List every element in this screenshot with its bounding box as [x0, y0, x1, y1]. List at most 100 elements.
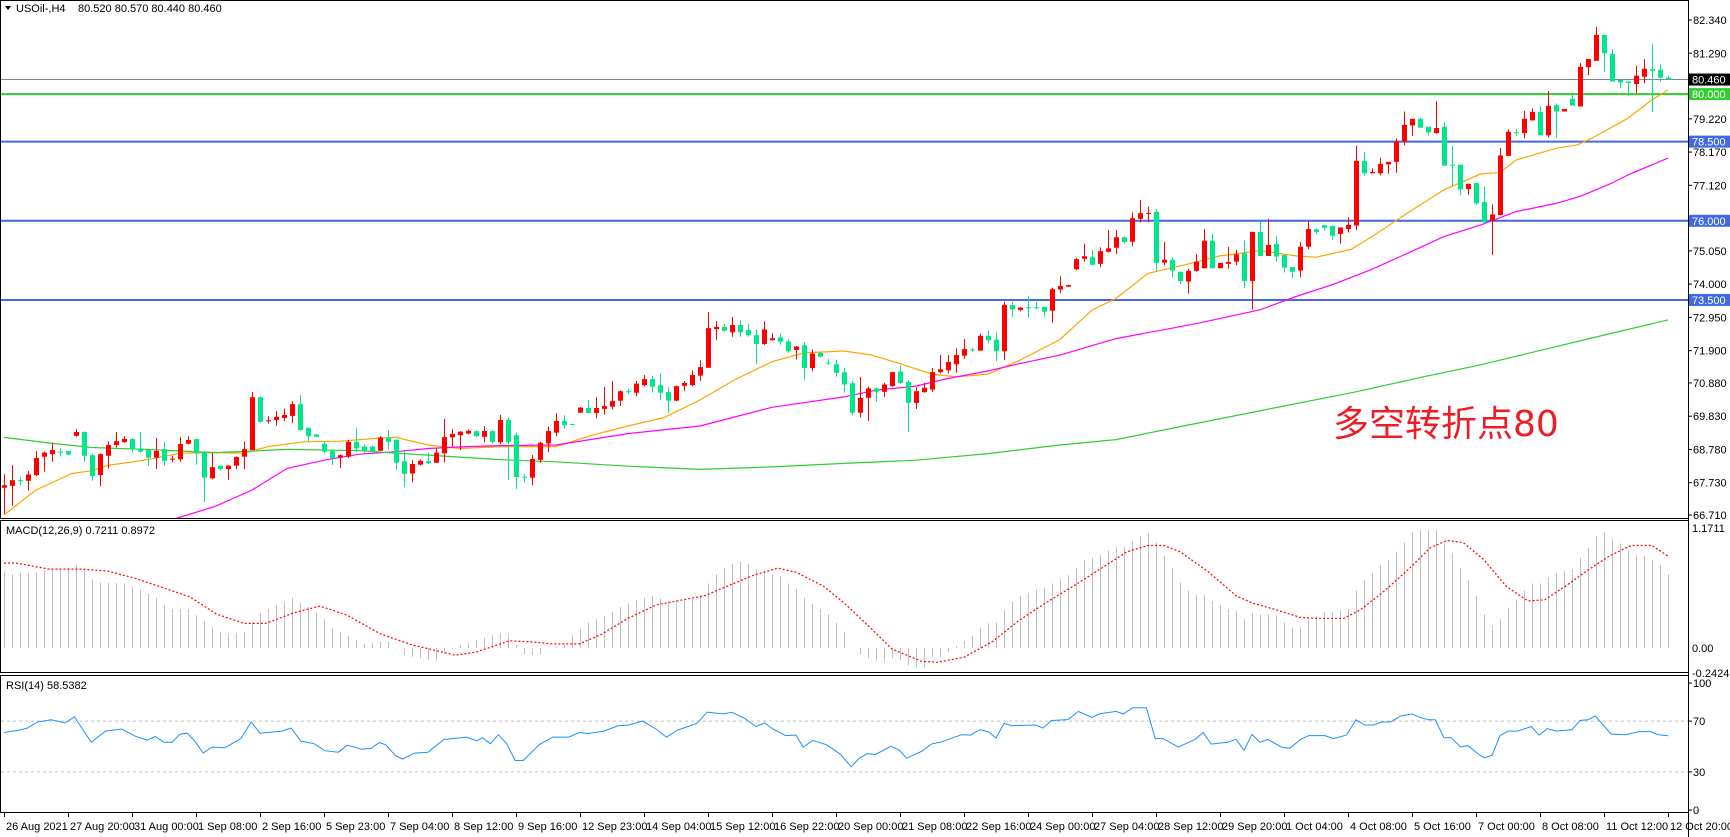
price-tick-label: 67.730	[1693, 478, 1727, 490]
candle	[1442, 121, 1447, 166]
candle-body	[154, 451, 159, 458]
candle-body	[682, 382, 687, 386]
candle	[74, 429, 79, 437]
candle	[1050, 287, 1055, 323]
rsi-tick-label: 70	[1693, 716, 1705, 728]
candle	[946, 355, 951, 374]
candle-body	[850, 383, 855, 413]
candle	[602, 387, 607, 415]
candle	[250, 392, 255, 451]
candle	[362, 444, 367, 454]
candle	[770, 333, 775, 341]
price-tick-label: 82.340	[1693, 15, 1727, 27]
candle	[178, 437, 183, 462]
candle-body	[90, 455, 95, 477]
candle	[1306, 221, 1311, 250]
candle-body	[474, 431, 479, 437]
candle	[538, 441, 543, 464]
candle	[1058, 276, 1063, 294]
time-tick-label: 29 Sep 20:00	[1222, 821, 1287, 833]
candle-body	[794, 346, 799, 350]
candle-body	[738, 324, 743, 333]
candle-body	[666, 392, 671, 401]
candle-body	[1530, 111, 1535, 121]
candle-body	[1090, 257, 1095, 265]
candle-body	[754, 335, 759, 344]
candle	[50, 442, 55, 462]
candle	[730, 316, 735, 337]
candle	[450, 428, 455, 447]
time-tick-label: 14 Sep 04:00	[646, 821, 711, 833]
time-tick-label: 20 Sep 00:00	[838, 821, 903, 833]
candle	[914, 387, 919, 409]
rsi-panel[interactable]	[0, 675, 1689, 813]
candle	[1578, 63, 1583, 107]
candle-body	[466, 430, 471, 434]
candle-body	[1426, 126, 1431, 133]
candle-body	[890, 372, 895, 387]
candle-body	[1130, 218, 1135, 242]
candle-body	[98, 454, 103, 476]
candle-body	[1338, 227, 1343, 235]
candle	[1482, 186, 1487, 224]
candle-body	[1122, 237, 1127, 243]
candle	[514, 432, 519, 490]
candle-body	[954, 355, 959, 365]
candle	[722, 324, 727, 332]
time-tick-label: 5 Sep 23:00	[326, 821, 385, 833]
candle-body	[210, 467, 215, 479]
main-price-panel[interactable]	[0, 0, 1689, 519]
candle	[1290, 267, 1295, 279]
candle-body	[282, 414, 287, 419]
candle	[1210, 233, 1215, 269]
time-tick-label: 15 Sep 12:00	[710, 821, 775, 833]
triangle-down-icon[interactable]	[5, 6, 11, 10]
candle	[1042, 306, 1047, 317]
candle	[266, 416, 271, 424]
candle	[658, 373, 663, 401]
rsi-tick-label: 100	[1693, 678, 1711, 690]
candle-body	[306, 427, 311, 437]
candle-body	[1594, 34, 1599, 61]
candle-body	[946, 362, 951, 371]
candle-body	[1562, 108, 1567, 112]
candle	[1466, 183, 1471, 195]
candle-body	[978, 335, 983, 351]
candle	[330, 450, 335, 465]
candle-body	[746, 330, 751, 336]
candle	[1002, 301, 1007, 361]
candle-body	[618, 391, 623, 401]
candle	[1642, 59, 1647, 84]
level-price-box-label: 76.000	[1692, 216, 1726, 228]
candle	[434, 448, 439, 463]
candle	[1570, 95, 1575, 106]
time-tick-label: 1 Oct 04:00	[1286, 821, 1343, 833]
candle	[1370, 168, 1375, 174]
candle	[570, 423, 575, 426]
candle	[642, 375, 647, 387]
macd-panel[interactable]	[0, 520, 1689, 673]
candle-body	[1202, 240, 1207, 269]
axes: 82.340 81.290 79.220 78.170 77.120 75.050 74.0…	[4, 0, 1730, 837]
time-tick-label: 7 Oct 00:00	[1478, 821, 1535, 833]
candle-body	[194, 438, 199, 454]
candle-body	[458, 431, 463, 436]
candle	[146, 449, 151, 466]
candle	[482, 426, 487, 443]
candle-body	[610, 400, 615, 407]
chart-header: USOil-,H4 80.520 80.570 80.440 80.460	[5, 3, 222, 15]
candle-body	[338, 455, 343, 458]
candle	[778, 333, 783, 345]
candle-body	[858, 397, 863, 413]
candle	[610, 381, 615, 410]
candle-body	[394, 439, 399, 463]
candle	[866, 386, 871, 421]
candle	[1498, 147, 1503, 216]
candle	[1634, 65, 1639, 94]
candle-body	[818, 352, 823, 357]
candle	[354, 428, 359, 453]
level-price-box-label: 78.500	[1692, 137, 1726, 149]
candle	[1330, 225, 1335, 240]
candle-body	[586, 407, 591, 414]
